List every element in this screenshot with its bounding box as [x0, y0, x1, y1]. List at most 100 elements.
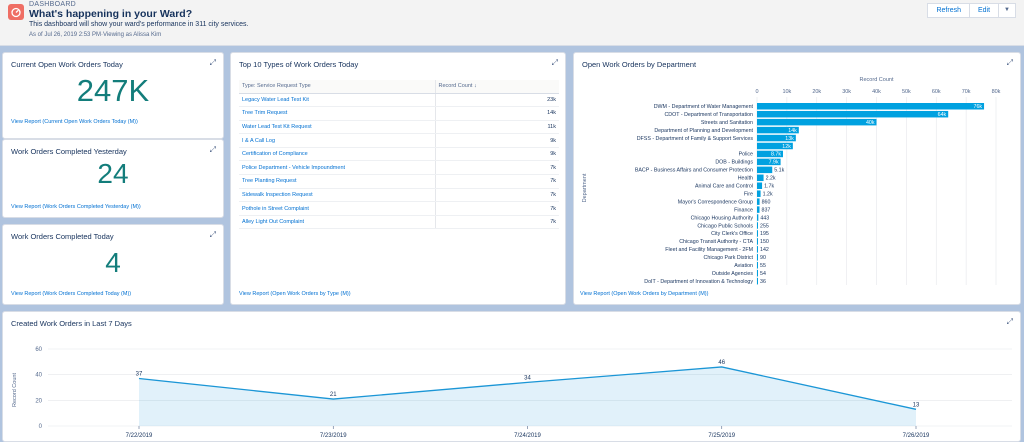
x-tick-label: 70k: [962, 89, 971, 95]
y-tick-label: 0: [39, 424, 43, 430]
series-line: [138, 366, 917, 410]
department-bar: [757, 118, 877, 126]
record-count: 7k: [434, 160, 559, 176]
x-tick-label: 7/22/2019: [126, 433, 153, 439]
service-request-type[interactable]: Tree Planting Request: [239, 174, 435, 189]
bar-data-label: 54: [760, 271, 766, 277]
department-label: DoIT - Department of Innovation & Techno…: [644, 279, 753, 285]
view-report-link[interactable]: View Report (Current Open Work Orders To…: [11, 119, 138, 125]
expand-icon[interactable]: ⤢: [209, 230, 216, 239]
bar-data-label: 255: [760, 223, 769, 229]
expand-icon[interactable]: ⤢: [1006, 58, 1013, 67]
department-bar: [757, 134, 796, 142]
service-request-type[interactable]: Certification of Compliance: [239, 147, 435, 162]
table-row: Pothole in Street Complaint 7k: [239, 201, 559, 216]
department-bar: [757, 230, 758, 237]
view-report-link[interactable]: View Report (Work Orders Completed Yeste…: [11, 204, 141, 210]
expand-icon[interactable]: ⤢: [209, 145, 216, 154]
view-report-link[interactable]: View Report (Open Work Orders by Type (M…: [239, 291, 351, 297]
department-label: BACP - Business Affairs and Consumer Pro…: [635, 168, 753, 174]
record-count: 23k: [434, 93, 559, 108]
department-label: Mayor's Correspondence Group: [678, 199, 753, 205]
department-label: Department of Planning and Development: [654, 128, 753, 134]
view-report-link[interactable]: View Report (Open Work Orders by Departm…: [580, 291, 709, 297]
service-request-type[interactable]: Pothole in Street Complaint: [239, 201, 435, 216]
department-bar: [757, 269, 758, 277]
department-bar: [757, 190, 761, 197]
expand-icon[interactable]: ⤢: [209, 58, 216, 67]
department-bar: [757, 254, 758, 261]
record-count: 7k: [434, 215, 559, 230]
column-header-record-count[interactable]: Record Count ↓: [434, 80, 559, 94]
service-request-type[interactable]: Tree Trim Request: [239, 106, 435, 121]
department-bar: [757, 166, 773, 174]
x-tick-label: 80k: [992, 89, 1001, 95]
metric-value: 247K: [76, 73, 150, 108]
department-label: Police: [739, 152, 753, 158]
card-title: Created Work Orders in Last 7 Days: [11, 319, 132, 328]
department-bar: [757, 158, 781, 166]
dashboard-icon: [8, 4, 24, 20]
bar-data-label: 36: [760, 279, 766, 285]
y-axis-title: Department: [582, 173, 588, 202]
data-label: 21: [330, 392, 337, 398]
bar-data-label: 13k: [785, 136, 794, 142]
record-count: 9k: [434, 147, 559, 162]
service-request-type[interactable]: Sidewalk Inspection Request: [239, 188, 435, 203]
department-label: CDOT - Department of Transportation: [664, 112, 753, 118]
as-of-timestamp: As of Jul 26, 2019 2:53 PM·Viewing as Al…: [29, 32, 162, 38]
service-request-type[interactable]: I & A Call Log: [239, 133, 435, 148]
bar-data-label: 150: [760, 239, 769, 245]
department-bar: [757, 150, 783, 158]
table-row: I & A Call Log 9k: [239, 133, 559, 148]
bar-data-label: 5.1k: [774, 168, 784, 174]
column-header-type[interactable]: Type: Service Request Type: [239, 80, 435, 94]
bar-data-label: 90: [760, 255, 766, 261]
y-tick-label: 40: [35, 373, 42, 379]
department-label: Fire: [744, 191, 753, 197]
x-tick-label: 7/24/2019: [514, 433, 541, 439]
department-bar: [757, 206, 760, 213]
bar-data-label: 860: [762, 199, 771, 205]
bar-data-label: 12k: [782, 144, 791, 150]
top-10-table: Type: Service Request Type Record Count …: [239, 80, 559, 230]
y-axis-title: Record Count: [12, 373, 18, 407]
department-label: City Clerk's Office: [711, 231, 753, 237]
refresh-button[interactable]: Refresh: [927, 3, 970, 18]
expand-icon[interactable]: ⤢: [551, 58, 558, 67]
table-header-row: Type: Service Request Type Record Count …: [239, 80, 559, 94]
bar-data-label: 8.7k: [771, 152, 781, 158]
record-count: 14k: [434, 106, 559, 121]
department-bar: [757, 277, 758, 285]
expand-icon[interactable]: ⤢: [1006, 317, 1013, 326]
card-open-by-department: Open Work Orders by Department ⤢ Record …: [573, 52, 1021, 305]
view-report-link[interactable]: View Report (Work Orders Completed Today…: [11, 291, 132, 297]
service-request-type[interactable]: Water Lead Test Kit Request: [239, 120, 435, 135]
card-title: Current Open Work Orders Today: [11, 60, 123, 69]
more-actions-chevron-down-icon[interactable]: ▼: [999, 3, 1016, 18]
department-label: DFSS - Department of Family & Support Se…: [637, 136, 754, 142]
department-label: DWM - Department of Water Management: [654, 104, 754, 110]
card-title: Work Orders Completed Yesterday: [11, 147, 127, 156]
department-label: Outside Agencies: [712, 271, 754, 277]
service-request-type[interactable]: Legacy Water Lead Test Kit: [239, 93, 435, 108]
record-count: 7k: [434, 201, 559, 216]
card-top-10-types: Top 10 Types of Work Orders Today ⤢ Type…: [230, 52, 566, 305]
data-label: 13: [913, 402, 920, 408]
department-label: Chicago Public Schools: [697, 223, 753, 229]
metric-value: 4: [105, 247, 121, 278]
card-title: Open Work Orders by Department: [582, 60, 697, 69]
x-tick-label: 20k: [812, 89, 821, 95]
x-tick-label: 40k: [872, 89, 881, 95]
record-count: 7k: [434, 188, 559, 203]
record-count: 9k: [434, 133, 559, 148]
edit-button[interactable]: Edit: [969, 3, 1000, 18]
service-request-type[interactable]: Alley Light Out Complaint: [239, 215, 435, 230]
department-label: Finance: [734, 207, 753, 213]
department-label: Chicago Housing Authority: [691, 215, 754, 221]
x-tick-label: 60k: [932, 89, 941, 95]
bar-data-label: 55: [760, 263, 766, 269]
header-eyebrow: DASHBOARD: [29, 1, 77, 8]
department-bar: [757, 103, 985, 110]
service-request-type[interactable]: Police Department - Vehicle Impoundment: [239, 160, 435, 176]
